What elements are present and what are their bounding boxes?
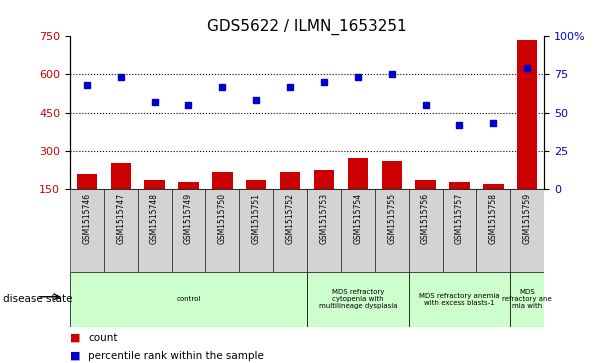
Bar: [449, 183, 469, 227]
Text: GSM1515758: GSM1515758: [489, 193, 498, 244]
Bar: [70, 272, 307, 327]
Bar: [206, 189, 240, 272]
Bar: [477, 189, 510, 272]
Bar: [314, 170, 334, 227]
Bar: [341, 189, 375, 272]
Text: MDS refractory
cytopenia with
multilineage dysplasia: MDS refractory cytopenia with multilinea…: [319, 289, 397, 310]
Text: GSM1515759: GSM1515759: [523, 193, 532, 244]
Bar: [273, 189, 307, 272]
Bar: [104, 189, 137, 272]
Text: MDS
refractory ane
mia with: MDS refractory ane mia with: [502, 289, 552, 310]
Bar: [483, 184, 503, 227]
Text: GSM1515754: GSM1515754: [353, 193, 362, 244]
Bar: [240, 189, 273, 272]
Bar: [375, 189, 409, 272]
Text: GSM1515747: GSM1515747: [116, 193, 125, 244]
Bar: [517, 40, 537, 227]
Bar: [510, 189, 544, 272]
Bar: [415, 180, 436, 227]
Text: GSM1515755: GSM1515755: [387, 193, 396, 244]
Bar: [111, 163, 131, 227]
Bar: [382, 161, 402, 227]
Text: disease state: disease state: [3, 294, 72, 305]
Text: ■: ■: [70, 351, 80, 361]
Bar: [70, 189, 104, 272]
Bar: [348, 158, 368, 227]
Text: GSM1515750: GSM1515750: [218, 193, 227, 244]
Bar: [178, 183, 199, 227]
Text: percentile rank within the sample: percentile rank within the sample: [88, 351, 264, 361]
Text: GSM1515748: GSM1515748: [150, 193, 159, 244]
Bar: [212, 172, 232, 227]
Bar: [137, 189, 171, 272]
Bar: [307, 272, 409, 327]
Bar: [307, 189, 341, 272]
Text: GSM1515749: GSM1515749: [184, 193, 193, 244]
Bar: [443, 189, 477, 272]
Text: GSM1515756: GSM1515756: [421, 193, 430, 244]
Text: count: count: [88, 333, 118, 343]
Bar: [280, 172, 300, 227]
Text: GSM1515752: GSM1515752: [286, 193, 295, 244]
Bar: [246, 180, 266, 227]
Bar: [77, 174, 97, 227]
Bar: [510, 272, 544, 327]
Text: control: control: [176, 297, 201, 302]
Text: MDS refractory anemia
with excess blasts-1: MDS refractory anemia with excess blasts…: [419, 293, 500, 306]
Bar: [171, 189, 206, 272]
Bar: [409, 189, 443, 272]
Text: GSM1515757: GSM1515757: [455, 193, 464, 244]
Text: GSM1515746: GSM1515746: [82, 193, 91, 244]
Bar: [409, 272, 510, 327]
Text: GSM1515753: GSM1515753: [319, 193, 328, 244]
Title: GDS5622 / ILMN_1653251: GDS5622 / ILMN_1653251: [207, 19, 407, 35]
Text: ■: ■: [70, 333, 80, 343]
Bar: [145, 180, 165, 227]
Text: GSM1515751: GSM1515751: [252, 193, 261, 244]
